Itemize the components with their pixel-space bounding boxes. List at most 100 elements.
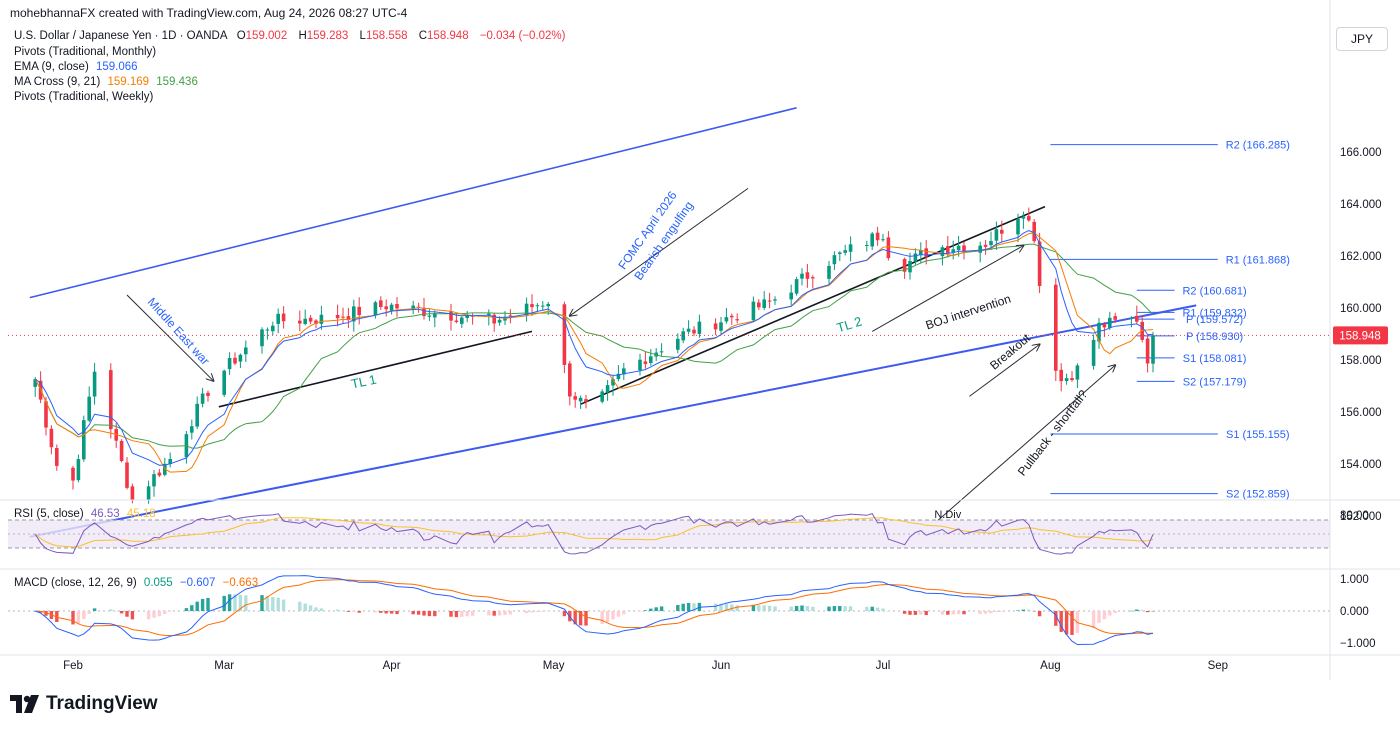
ma-cross-legend[interactable]: MA Cross (9, 21) 159.169 159.436 <box>14 76 202 88</box>
macd-histogram-bar <box>44 611 48 616</box>
macd-histogram-bar <box>1135 609 1139 611</box>
candle-body <box>956 245 961 251</box>
macd-histogram-bar <box>244 595 248 611</box>
last-price-label: 158.948 <box>1339 330 1381 342</box>
rsi-legend[interactable]: RSI (5, close) 46.53 45.18 <box>14 508 156 520</box>
macd-histogram-bar <box>865 606 869 611</box>
candle-body <box>767 300 772 302</box>
candle-body <box>1000 229 1004 234</box>
macd-histogram-bar <box>92 608 97 611</box>
candle-body <box>87 396 91 421</box>
macd-legend[interactable]: MACD (close, 12, 26, 9) 0.055 −0.607 −0.… <box>14 577 258 589</box>
candle-body <box>319 314 324 324</box>
pivots-monthly-legend[interactable]: Pivots (Traditional, Monthly) <box>14 46 157 58</box>
macd-histogram-bar <box>146 611 151 620</box>
macd-histogram-bar <box>206 597 210 611</box>
macd-histogram-bar <box>908 611 912 615</box>
macd-histogram-bar <box>832 606 837 611</box>
ema-line <box>34 230 1154 466</box>
candle-body <box>433 313 437 318</box>
candle-body <box>497 319 502 323</box>
candle-body <box>238 354 243 362</box>
candle-body <box>233 357 237 364</box>
macd-histogram-bar <box>222 595 226 611</box>
candle-body <box>962 245 966 252</box>
ma-fast-value: 159.169 <box>107 76 150 88</box>
candle-body <box>832 255 837 265</box>
candle-body <box>1054 284 1058 371</box>
macd-histogram-bar <box>384 611 388 614</box>
pivot-label: R1 (159.832) <box>1182 307 1246 319</box>
macd-histogram-bar <box>956 611 961 615</box>
candle-body <box>227 357 232 370</box>
candle-body <box>384 306 388 310</box>
candle-body <box>119 440 124 462</box>
pivots-weekly-legend[interactable]: Pivots (Traditional, Weekly) <box>14 91 154 103</box>
macd-histogram-bar <box>55 611 59 623</box>
macd-histogram-bar <box>1021 609 1026 611</box>
price-tick-label: 164.000 <box>1340 199 1382 211</box>
macd-histogram-bar <box>1016 610 1020 611</box>
macd-tick-label: 1.000 <box>1340 574 1369 586</box>
macd-histogram-bar <box>848 606 853 611</box>
macd-histogram-bar <box>838 605 842 611</box>
macd-histogram-bar <box>881 608 885 611</box>
candle-body <box>206 392 210 396</box>
rsi-label: RSI (5, close) <box>14 508 84 520</box>
candle-body <box>508 315 513 317</box>
macd-histogram-bar <box>713 603 718 611</box>
macd-histogram-bar <box>119 611 124 614</box>
candle-body <box>1113 316 1117 320</box>
candle-body <box>373 302 378 316</box>
chart-canvas[interactable]: R2 (166.285) R1 (161.868) S1 (155.155) S2 (… <box>0 0 1400 680</box>
macd-histogram-bar <box>1108 611 1112 616</box>
macd-histogram-bar <box>1070 611 1074 635</box>
macd-signal-line <box>35 579 1153 637</box>
ema-legend[interactable]: EMA (9, close) 159.066 <box>14 61 142 73</box>
price-tick-label: 152.000 <box>1340 511 1382 523</box>
candle-body <box>130 486 135 501</box>
currency-button[interactable]: JPY <box>1336 27 1388 51</box>
pivot-label: S2 (157.179) <box>1183 376 1247 388</box>
candle-body <box>713 323 718 330</box>
author-line: mohebhannaFX created with TradingView.co… <box>10 6 408 20</box>
candle-body <box>886 237 891 259</box>
macd-histogram-bar <box>303 603 307 611</box>
candle-body <box>789 292 793 300</box>
candle-body <box>460 317 464 324</box>
low-label: L <box>359 30 366 42</box>
macd-histogram-bar <box>1064 611 1069 635</box>
macd-histogram-bar <box>751 604 756 611</box>
candle-body <box>222 370 226 395</box>
macd-histogram-bar <box>508 611 513 615</box>
price-pane: R2 (166.285) R1 (161.868) S1 (155.155) S2 (… <box>8 107 1330 538</box>
candle-body <box>524 303 529 316</box>
macd-histogram-bar <box>427 611 432 617</box>
macd-histogram-bar <box>1027 609 1031 611</box>
candle-body <box>762 299 766 308</box>
macd-histogram-bar <box>470 611 475 616</box>
trendline-tl1 <box>218 330 533 408</box>
macd-histogram-bar <box>827 606 831 611</box>
candle-body <box>940 247 945 257</box>
boj-annotation: BOJ intervention <box>924 292 1013 333</box>
macd-histogram-bar <box>600 611 604 625</box>
macd-histogram-bar <box>578 611 583 626</box>
macd-histogram-bar <box>492 611 496 616</box>
candle-body <box>881 239 885 241</box>
candle-body <box>1064 378 1069 382</box>
macd-histogram-bar <box>163 611 167 614</box>
macd-histogram-bar <box>114 610 118 612</box>
tl1-annotation: TL 1 <box>350 372 378 392</box>
candle-body <box>335 314 340 319</box>
macd-histogram-bar <box>562 611 567 617</box>
pivot-label: S2 (152.859) <box>1226 489 1290 501</box>
macd-histogram-bar <box>546 611 550 612</box>
tradingview-logo[interactable]: TradingView <box>10 693 158 715</box>
channel-lower-line <box>29 304 1197 538</box>
macd-histogram-bar <box>924 611 928 616</box>
candle-body <box>1027 216 1031 221</box>
macd-histogram-bar <box>946 611 950 615</box>
macd-histogram-bar <box>71 611 75 625</box>
candle-body <box>276 313 280 324</box>
